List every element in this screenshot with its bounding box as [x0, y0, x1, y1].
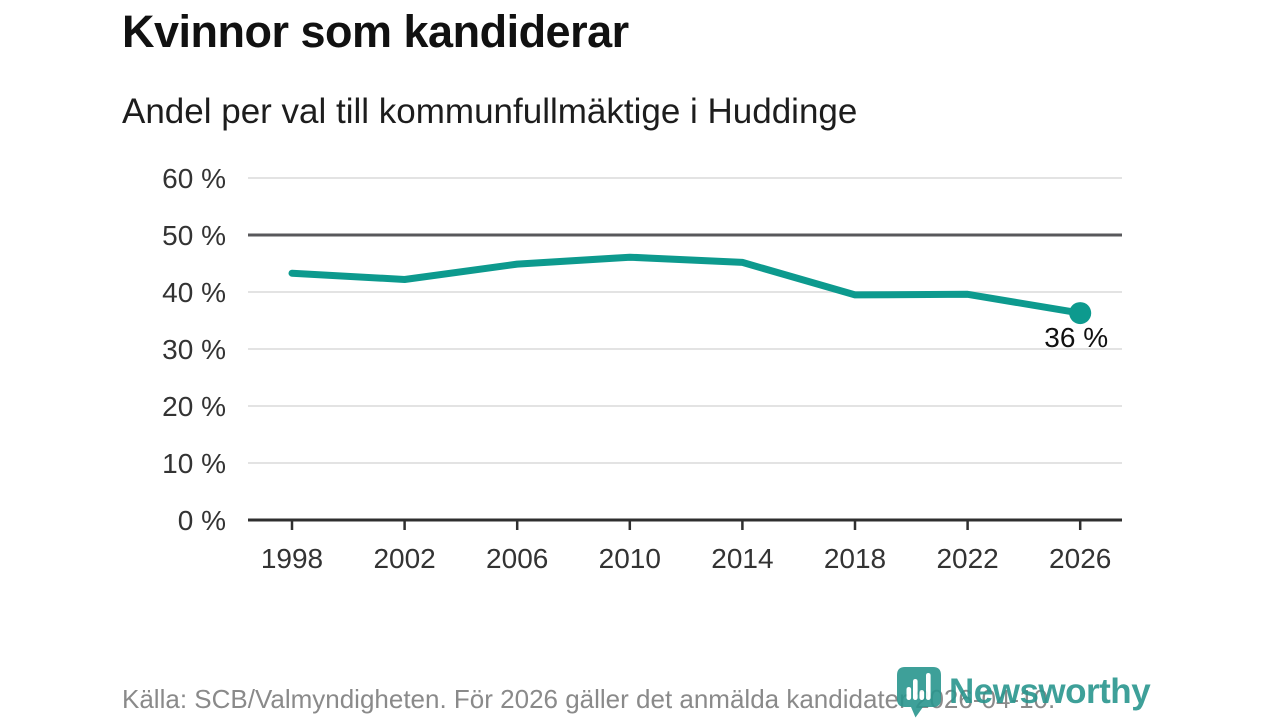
data-line — [288, 253, 1084, 317]
x-tick-label: 1998 — [261, 543, 323, 574]
y-tick-label: 60 % — [162, 163, 226, 194]
newsworthy-logo-icon — [897, 667, 941, 718]
x-tick-label: 2018 — [824, 543, 886, 574]
y-tick-label: 10 % — [162, 448, 226, 479]
y-tick-label: 0 % — [178, 505, 226, 536]
y-tick-label: 20 % — [162, 391, 226, 422]
newsworthy-logo-text: Newsworthy — [949, 672, 1151, 711]
x-tick-label: 2010 — [599, 543, 661, 574]
x-tick-label: 2002 — [373, 543, 435, 574]
x-tick-label: 2014 — [711, 543, 773, 574]
x-tick-label: 2006 — [486, 543, 548, 574]
y-tick-label: 30 % — [162, 334, 226, 365]
end-point-marker — [1069, 302, 1092, 325]
chart-subtitle: Andel per val till kommunfullmäktige i H… — [122, 92, 858, 131]
y-tick-label: 40 % — [162, 277, 226, 308]
chart-title: Kvinnor som kandiderar — [122, 6, 629, 57]
newsworthy-logo: Newsworthy — [896, 666, 1151, 718]
end-point-label: 36 % — [1044, 322, 1108, 353]
x-tick-label: 2026 — [1049, 543, 1111, 574]
x-tick-label: 2022 — [936, 543, 998, 574]
y-tick-label: 50 % — [162, 220, 226, 251]
